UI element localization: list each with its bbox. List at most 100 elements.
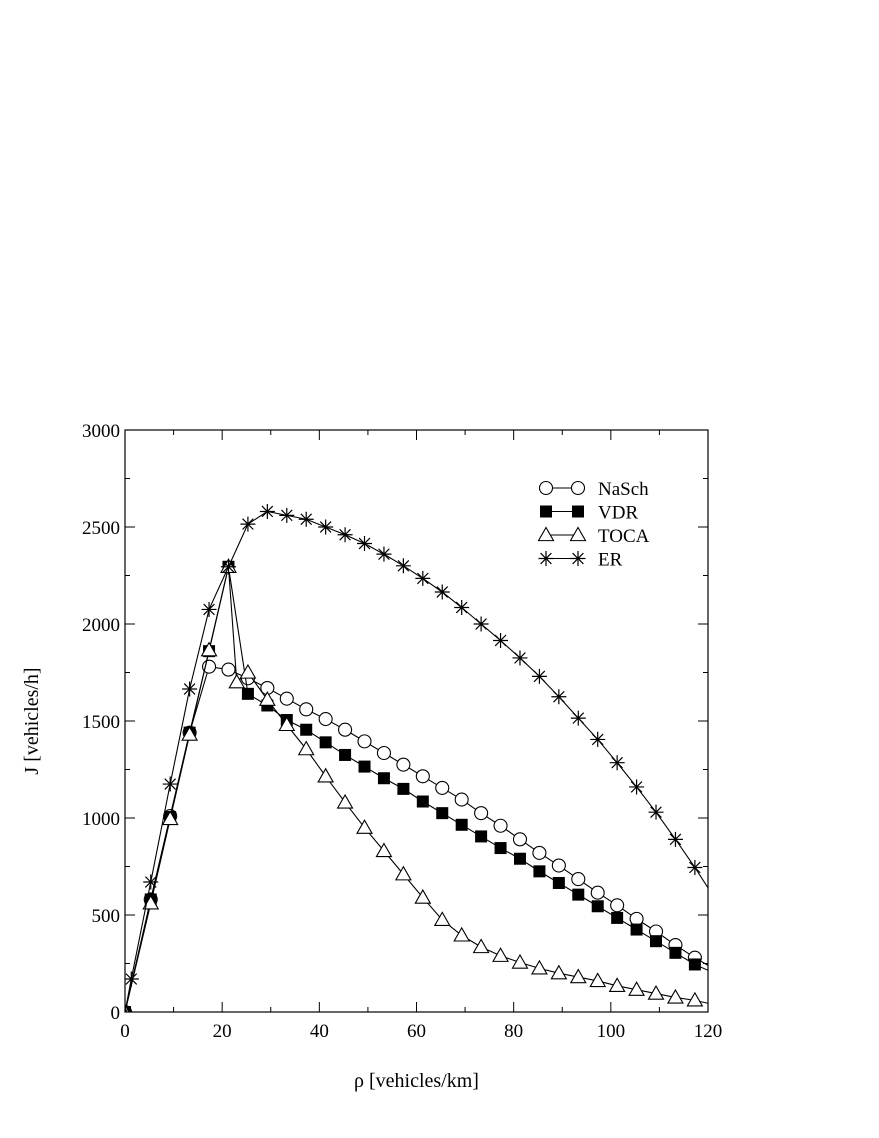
data-point [629, 779, 645, 795]
data-point [182, 681, 198, 697]
data-point [228, 673, 246, 689]
data-point [669, 946, 682, 959]
data-point [551, 689, 567, 705]
data-point [357, 734, 372, 749]
data-point [258, 691, 276, 706]
data-point [569, 968, 587, 984]
x-tick-label: 80 [504, 1021, 523, 1042]
data-point [240, 516, 256, 532]
data-point [259, 503, 275, 519]
x-tick-label: 60 [407, 1021, 426, 1042]
data-point [436, 807, 449, 820]
data-point [611, 911, 624, 924]
y-axis-label: J [vehicles/h] [21, 667, 43, 774]
data-point [474, 806, 489, 821]
legend-marker [540, 505, 552, 518]
legend-label: TOCA [598, 526, 650, 547]
data-point [608, 977, 626, 992]
data-point [628, 981, 646, 996]
x-tick-label: 100 [597, 1021, 626, 1042]
legend-entry: VDR [540, 503, 638, 524]
data-point [416, 795, 429, 808]
data-point [358, 760, 371, 773]
data-point [434, 584, 450, 600]
legend-label: VDR [598, 503, 638, 524]
data-point [667, 988, 684, 1004]
data-point [299, 702, 314, 717]
data-point [512, 650, 528, 666]
data-point [279, 691, 294, 706]
legend-marker [572, 505, 584, 518]
x-tick-label: 40 [310, 1021, 329, 1042]
data-point [454, 600, 470, 616]
data-point [629, 911, 644, 926]
series-layer [125, 503, 708, 1012]
y-tick-label: 2500 [82, 518, 120, 539]
legend-marker [537, 526, 555, 542]
data-point [339, 748, 352, 761]
data-point [475, 830, 488, 843]
y-tick-label: 1500 [82, 712, 120, 733]
data-point [318, 519, 334, 535]
data-point [435, 780, 450, 795]
data-point [433, 911, 451, 927]
data-point [337, 527, 353, 543]
data-point [415, 570, 431, 586]
legend-marker [538, 551, 554, 566]
y-tick-label: 1000 [82, 809, 120, 830]
legend-marker [538, 480, 554, 496]
data-point [297, 740, 315, 756]
legend-marker [569, 526, 587, 542]
data-point [530, 959, 548, 975]
data-point [552, 876, 565, 889]
data-point [200, 641, 218, 657]
y-tick-label: 2000 [82, 615, 120, 636]
series-line [125, 566, 708, 1012]
data-point [338, 722, 353, 737]
data-point [454, 792, 469, 807]
data-point [125, 971, 139, 987]
data-point [220, 559, 236, 575]
data-point [648, 804, 664, 820]
data-point [589, 972, 607, 988]
data-point [513, 852, 526, 865]
data-point [688, 958, 701, 971]
data-point [414, 888, 432, 904]
data-point [492, 947, 509, 962]
data-point [493, 818, 508, 833]
data-point [455, 818, 468, 831]
data-point [357, 535, 373, 551]
data-point [376, 745, 391, 761]
data-point [279, 507, 295, 523]
data-point [298, 511, 314, 527]
data-point [394, 865, 412, 881]
data-point [336, 793, 354, 809]
legend-entry: TOCA [537, 526, 650, 547]
legend-marker [570, 480, 586, 496]
data-point [531, 668, 547, 684]
data-point [375, 842, 393, 858]
data-point [570, 710, 586, 726]
legend-entry: ER [538, 550, 623, 571]
data-point [686, 991, 704, 1007]
data-point [356, 819, 373, 834]
legend-label: ER [598, 550, 623, 571]
data-point [181, 725, 199, 741]
data-point [162, 776, 178, 792]
series-er [125, 503, 708, 1012]
data-point [532, 845, 547, 860]
data-point [551, 858, 566, 873]
data-point [590, 885, 605, 900]
data-point [572, 888, 585, 901]
data-point [667, 831, 683, 847]
x-tick-label: 0 [120, 1021, 130, 1042]
x-axis-label: ρ [vehicles/km] [354, 1070, 479, 1092]
y-tick-label: 500 [92, 906, 121, 927]
legend-marker [570, 551, 586, 566]
data-point [493, 632, 509, 648]
legend-label: NaSch [598, 479, 649, 500]
series-nasch [125, 659, 708, 1012]
data-point [494, 842, 507, 855]
data-point [201, 601, 217, 617]
